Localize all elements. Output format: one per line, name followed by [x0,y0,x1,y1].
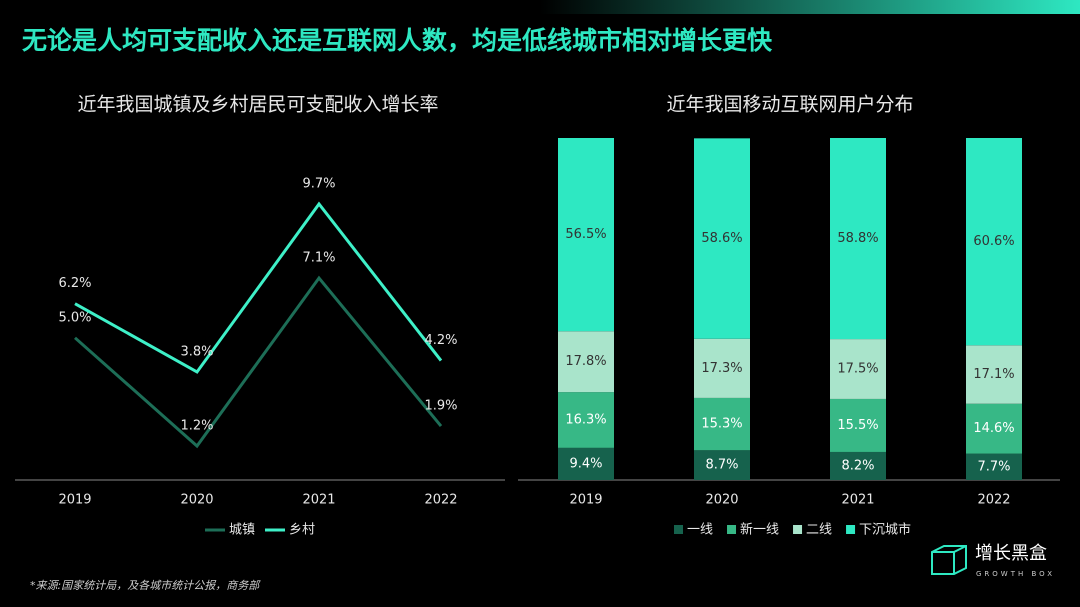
bar-segment [558,331,614,393]
data-label: 60.6% [973,234,1014,249]
data-label: 58.6% [701,231,742,246]
legend-label: 城镇 [229,523,255,538]
x-tick-label: 2019 [58,493,91,508]
data-label: 8.7% [705,458,738,473]
data-label: 15.5% [837,418,878,433]
data-label: 1.9% [424,399,457,414]
data-label: 4.2% [424,333,457,348]
x-tick-label: 2020 [180,493,213,508]
top-bar [540,0,1080,14]
bar-segment [966,138,1022,346]
legend-label: 乡村 [289,523,315,538]
data-label: 6.2% [58,276,91,291]
bar-segment [830,398,886,452]
logo-icon [931,545,967,575]
data-label: 15.3% [701,417,742,432]
bar-segment [830,451,886,480]
data-label: 17.5% [837,362,878,377]
data-label: 7.1% [302,251,335,266]
x-tick-label: 2019 [569,493,602,508]
data-label: 7.7% [977,459,1010,474]
data-label: 9.4% [569,456,602,471]
legend-swatch [674,525,683,534]
bar-segment [830,138,886,340]
data-label: 17.8% [565,354,606,369]
bar-segment [558,447,614,480]
logo: 增长黑盒 GROWTH BOX [931,543,1055,578]
x-tick-label: 2022 [424,493,457,508]
data-label: 16.3% [565,412,606,427]
x-tick-label: 2022 [977,493,1010,508]
data-label: 58.8% [837,231,878,246]
data-label: 8.2% [841,458,874,473]
bar-segment [694,138,750,339]
slide-title: 无论是人均可支配收入还是互联网人数，均是低线城市相对增长更快 [22,26,773,55]
x-tick-label: 2020 [705,493,738,508]
line [74,201,443,374]
bar-segment [694,450,750,480]
data-label: 3.8% [180,344,213,359]
x-tick-label: 2021 [302,493,335,508]
source: *来源:国家统计局，及各城市统计公报，商务部 [30,579,261,592]
legend-swatch [727,525,737,534]
bar-segment [830,339,886,399]
line [74,275,443,449]
data-label: 17.3% [701,361,742,376]
data-label: 17.1% [973,367,1014,382]
bar-segment [694,397,750,451]
bar-segment [966,403,1022,454]
data-label: 5.0% [58,310,91,325]
bar-segment [694,338,750,398]
legend-swatch [793,525,803,534]
bar-segment [966,345,1022,404]
logo-tagline: GROWTH BOX [976,570,1055,578]
data-label: 14.6% [973,421,1014,436]
legend-label: 新一线 [740,522,779,538]
bar-segment [558,138,614,332]
data-label: 1.2% [180,419,213,434]
bar-segment [558,392,614,448]
legend-swatch [846,525,856,534]
x-tick-label: 2021 [841,493,874,508]
chart-title: 近年我国城镇及乡村居民可支配收入增长率 [77,94,438,116]
legend-label: 二线 [806,523,832,538]
legend-label: 一线 [687,523,713,538]
bar-segment [966,453,1022,480]
data-label: 56.5% [565,227,606,242]
chart-title: 近年我国移动互联网用户分布 [666,94,913,116]
data-label: 9.7% [302,177,335,192]
logo-name: 增长黑盒 [975,543,1047,564]
legend-label: 下沉城市 [859,522,911,538]
